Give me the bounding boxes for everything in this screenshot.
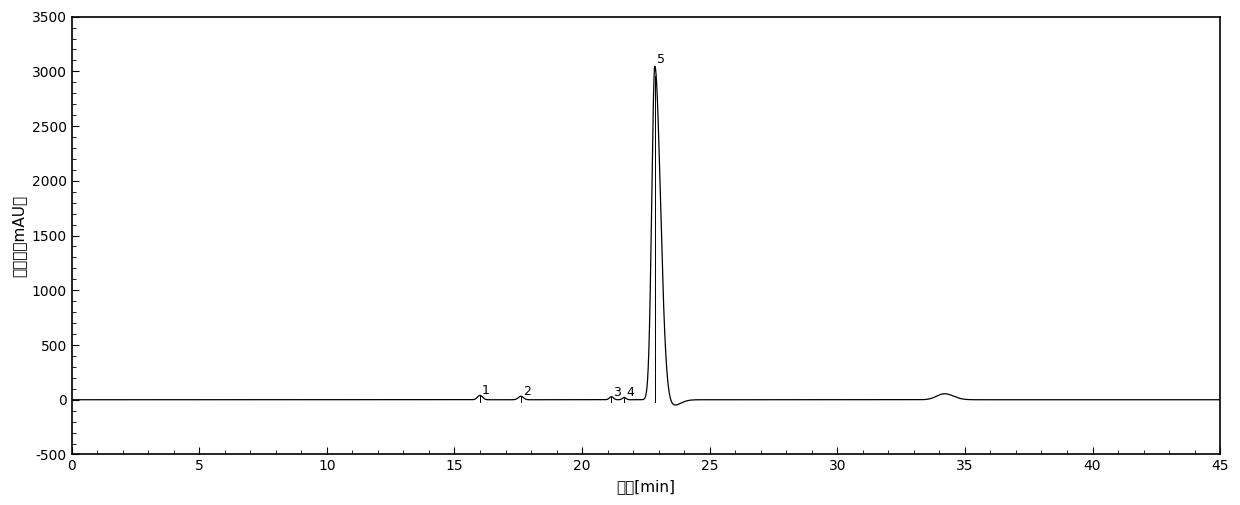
X-axis label: 时间[min]: 时间[min] xyxy=(616,479,676,494)
Text: 3: 3 xyxy=(614,386,621,399)
Text: 5: 5 xyxy=(657,53,665,66)
Text: 1: 1 xyxy=(482,384,490,397)
Text: 4: 4 xyxy=(626,386,634,399)
Text: 2: 2 xyxy=(523,385,531,398)
Y-axis label: 吸光度［mAU］: 吸光度［mAU］ xyxy=(11,194,26,277)
